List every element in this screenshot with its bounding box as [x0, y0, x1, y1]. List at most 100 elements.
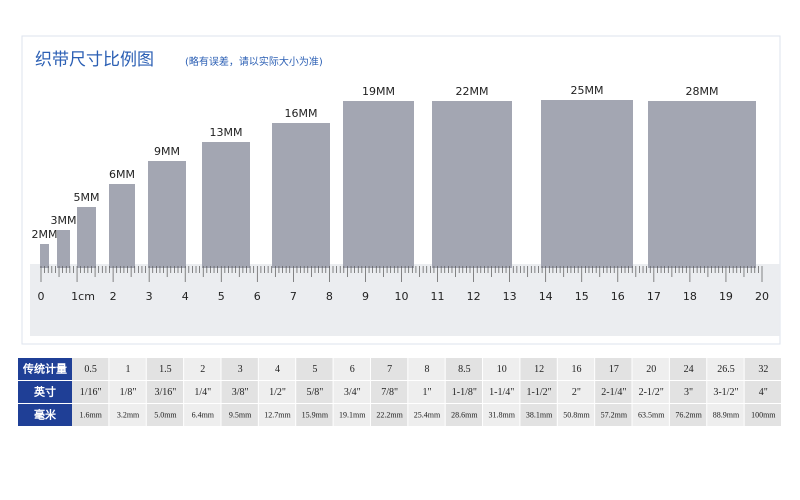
ruler-label: 7 [290, 290, 297, 303]
row-header: 毫米 [34, 408, 57, 422]
row-header-cell [18, 404, 72, 426]
cell-text: 3/4" [344, 387, 361, 398]
cell-text: 3" [684, 387, 693, 398]
cell [445, 381, 483, 403]
cell-text: 8.5 [458, 364, 471, 375]
cell-text: 4 [275, 364, 280, 375]
cell-text: 10 [497, 364, 507, 375]
cell-text: 6 [350, 364, 355, 375]
cell [146, 404, 184, 426]
cell-text: 100mm [751, 410, 776, 419]
ribbon [541, 100, 633, 268]
ruler-label: 19 [719, 290, 733, 303]
cell [632, 404, 669, 426]
cell [333, 358, 370, 380]
cell-text: 88.9mm [713, 410, 740, 419]
cell [632, 358, 669, 380]
cell [669, 381, 707, 403]
cell [258, 358, 296, 380]
cell-text: 9.5mm [229, 410, 252, 419]
cell [595, 358, 632, 380]
cell [707, 381, 744, 403]
ribbon-label: 22MM [456, 85, 489, 98]
cell-text: 38.1mm [526, 410, 553, 419]
cell [258, 404, 296, 426]
cell [370, 381, 408, 403]
ribbon-label: 16MM [285, 107, 318, 120]
title: 织带尺寸比例图 [35, 50, 154, 70]
cell-text: 26.5 [717, 364, 735, 375]
cell-text: 1-1/4" [489, 387, 514, 398]
cell [520, 358, 557, 380]
cell-text: 2-1/4" [601, 387, 626, 398]
cell-text: 3/8" [232, 387, 249, 398]
cell [296, 404, 333, 426]
cell [408, 404, 445, 426]
cell [296, 381, 333, 403]
ruler-label: 15 [575, 290, 589, 303]
cell [72, 404, 109, 426]
ribbon-label: 19MM [362, 85, 395, 98]
cell-text: 1 [126, 364, 131, 375]
ribbon-label: 3MM [51, 214, 77, 227]
cell [221, 358, 258, 380]
ruler-label: 13 [503, 290, 517, 303]
cell-text: 5/8" [306, 387, 323, 398]
ribbon [109, 184, 135, 268]
cell [483, 381, 520, 403]
cell-text: 15.9mm [302, 410, 329, 419]
cell [109, 358, 146, 380]
cell-text: 6.4mm [192, 410, 215, 419]
ruler-label: 8 [326, 290, 333, 303]
cell [744, 404, 781, 426]
ruler-label: 6 [254, 290, 261, 303]
cell-text: 1/2" [269, 387, 286, 398]
cell-text: 5.0mm [154, 410, 177, 419]
cell [520, 404, 557, 426]
ribbon-label: 28MM [686, 85, 719, 98]
ribbon-label: 2MM [32, 228, 58, 241]
cell-text: 3.2mm [117, 410, 140, 419]
cell-text: 31.8mm [489, 410, 516, 419]
ruler-label: 16 [611, 290, 625, 303]
row-header: 传统计量 [22, 362, 67, 376]
ruler-label: 5 [218, 290, 225, 303]
cell-text: 22.2mm [376, 410, 403, 419]
ruler [30, 264, 780, 336]
ruler-label: 9 [362, 290, 369, 303]
cell-text: 3-1/2" [713, 387, 738, 398]
ribbon [202, 142, 250, 268]
cell-text: 1" [422, 387, 431, 398]
cell-text: 7/8" [381, 387, 398, 398]
cell [258, 381, 296, 403]
ribbon [57, 230, 70, 268]
cell [483, 404, 520, 426]
cell-text: 1/16" [80, 387, 102, 398]
cell [296, 358, 333, 380]
cell-text: 17 [609, 364, 619, 375]
ribbon [432, 101, 512, 268]
cell [109, 404, 146, 426]
ruler-label: 14 [539, 290, 553, 303]
cell-text: 32 [758, 364, 768, 375]
cell-text: 12.7mm [264, 410, 291, 419]
cell-text: 76.2mm [675, 410, 702, 419]
cell-text: 3/16" [154, 387, 176, 398]
cell [483, 358, 520, 380]
cell [72, 381, 109, 403]
ribbon [40, 244, 49, 268]
cell-text: 63.5mm [638, 410, 665, 419]
cell-text: 2-1/2" [639, 387, 664, 398]
cell-text: 25.4mm [414, 410, 441, 419]
subtitle: (略有误差，请以实际大小为准) [185, 55, 323, 68]
cell [408, 358, 445, 380]
cell-text: 1.6mm [79, 410, 102, 419]
cell [744, 358, 781, 380]
cell-text: 12 [534, 364, 544, 375]
ribbon-label: 25MM [571, 84, 604, 97]
cell [744, 381, 781, 403]
cell-text: 0.5 [84, 364, 97, 375]
cell [370, 358, 408, 380]
cell-text: 4" [759, 387, 768, 398]
ruler-label: 11 [431, 290, 445, 303]
